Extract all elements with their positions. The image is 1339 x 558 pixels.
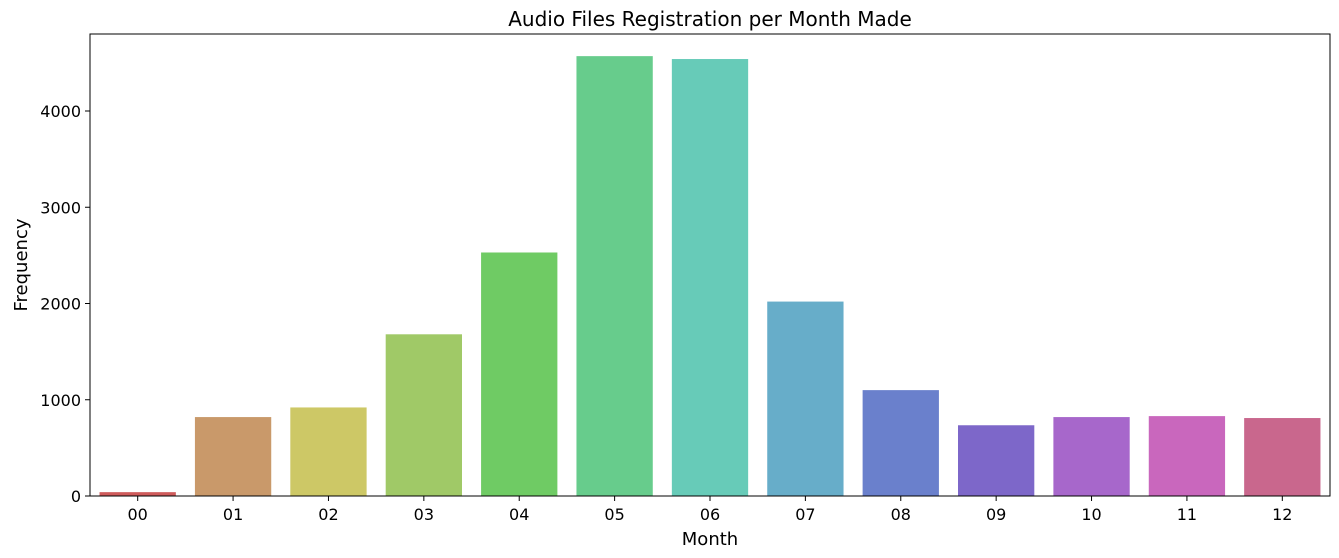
x-tick-label: 12 (1272, 505, 1292, 524)
y-ticks-group: 0 1000 2000 3000 4000 (40, 102, 90, 506)
bar-12 (1244, 418, 1321, 496)
bar-03 (385, 334, 462, 496)
x-axis-label: Month (682, 529, 738, 550)
x-tick-label: 11 (1177, 505, 1197, 524)
bar-07 (767, 301, 844, 496)
y-tick-label: 1000 (40, 391, 81, 410)
bar-04 (481, 252, 558, 496)
x-ticks-group: 00 01 02 03 04 05 06 07 08 09 10 11 12 (128, 496, 1292, 524)
x-tick-label: 00 (128, 505, 148, 524)
x-tick-label: 10 (1081, 505, 1101, 524)
x-tick-label: 04 (509, 505, 529, 524)
bar-10 (1053, 417, 1130, 496)
bar-06 (671, 59, 749, 497)
bar-09 (958, 425, 1035, 496)
x-tick-label: 07 (795, 505, 815, 524)
x-tick-label: 01 (223, 505, 243, 524)
x-tick-label: 09 (986, 505, 1006, 524)
bar-02 (290, 407, 367, 496)
bars-group (99, 56, 1321, 497)
y-tick-label: 0 (71, 487, 81, 506)
y-tick-label: 4000 (40, 102, 81, 121)
bar-08 (862, 390, 939, 496)
bar-01 (194, 417, 272, 496)
x-tick-label: 06 (700, 505, 720, 524)
x-tick-label: 08 (891, 505, 911, 524)
x-tick-label: 05 (604, 505, 624, 524)
y-tick-label: 3000 (40, 198, 81, 217)
bar-00 (99, 492, 176, 496)
plot-frame (89, 33, 1331, 497)
y-tick-label: 2000 (40, 295, 81, 314)
x-tick-label: 02 (318, 505, 338, 524)
bar-11 (1148, 416, 1226, 496)
x-tick-label: 03 (414, 505, 434, 524)
chart-title: Audio Files Registration per Month Made (508, 7, 912, 31)
y-axis-label: Frequency (11, 218, 32, 311)
bar-05 (576, 56, 653, 496)
